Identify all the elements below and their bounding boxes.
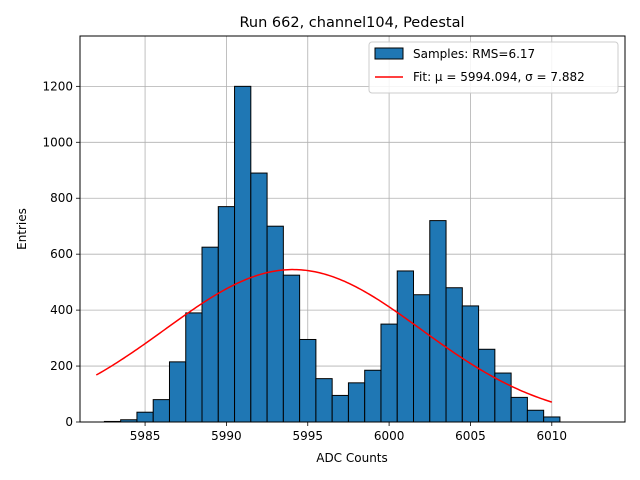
legend-box (368, 41, 619, 94)
histogram-bar (347, 382, 366, 423)
histogram-bar (445, 287, 463, 423)
histogram-bar (136, 411, 154, 423)
x-axis-ticks: 5985 5990 5995 6000 6005 6010 (130, 422, 567, 443)
y-tick-label: 400 (50, 303, 73, 317)
y-tick-label: 200 (50, 359, 73, 373)
histogram-bar (396, 270, 415, 423)
histogram-bar (429, 220, 447, 423)
histogram-bar (282, 274, 301, 423)
histogram-bar (526, 409, 545, 423)
histogram-bar (380, 323, 398, 423)
x-tick-label: 6000 (374, 429, 405, 443)
histogram-bar (217, 206, 236, 423)
y-axis-label: Entries (15, 208, 29, 250)
histogram-bar (250, 172, 268, 423)
x-tick-label: 5985 (130, 429, 161, 443)
fit-curve (95, 268, 553, 403)
legend-histogram-label: Samples: RMS=6.17 (413, 47, 535, 61)
histogram-bar (510, 396, 528, 423)
legend-histogram-swatch (374, 47, 404, 60)
y-tick-label: 1200 (42, 79, 73, 93)
histogram-bar (315, 378, 333, 423)
fit-curve-group (95, 268, 553, 403)
plot-frame (79, 35, 626, 423)
y-tick-label: 1000 (42, 135, 73, 149)
chart-title: Run 662, channel104, Pedestal (239, 15, 464, 31)
histogram-bar (331, 394, 349, 423)
x-tick-label: 5995 (292, 429, 323, 443)
histogram-bar (266, 225, 284, 423)
x-axis-label: ADC Counts (316, 451, 388, 465)
y-tick-label: 0 (65, 415, 73, 429)
x-tick-label: 5990 (211, 429, 242, 443)
legend: Samples: RMS=6.17 Fit: μ = 5994.094, σ =… (368, 41, 619, 94)
histogram-bar (413, 294, 431, 423)
y-tick-label: 600 (50, 247, 73, 261)
histogram-bar (299, 338, 317, 423)
histogram-bar (478, 348, 496, 423)
histogram-bar (201, 246, 219, 423)
y-tick-label: 800 (50, 191, 73, 205)
histogram-bar (234, 85, 252, 423)
histogram-bar (185, 312, 203, 423)
histogram-bar (364, 369, 382, 423)
legend-fit-label: Fit: μ = 5994.094, σ = 7.882 (413, 70, 585, 84)
histogram-bar (543, 416, 561, 423)
histogram-bar (168, 361, 187, 423)
x-tick-label: 6005 (455, 429, 486, 443)
y-axis-ticks: 0 200 400 600 800 1000 1200 (42, 79, 80, 429)
x-tick-label: 6010 (537, 429, 568, 443)
histogram-bar (494, 372, 512, 423)
histogram-bar (152, 399, 170, 423)
